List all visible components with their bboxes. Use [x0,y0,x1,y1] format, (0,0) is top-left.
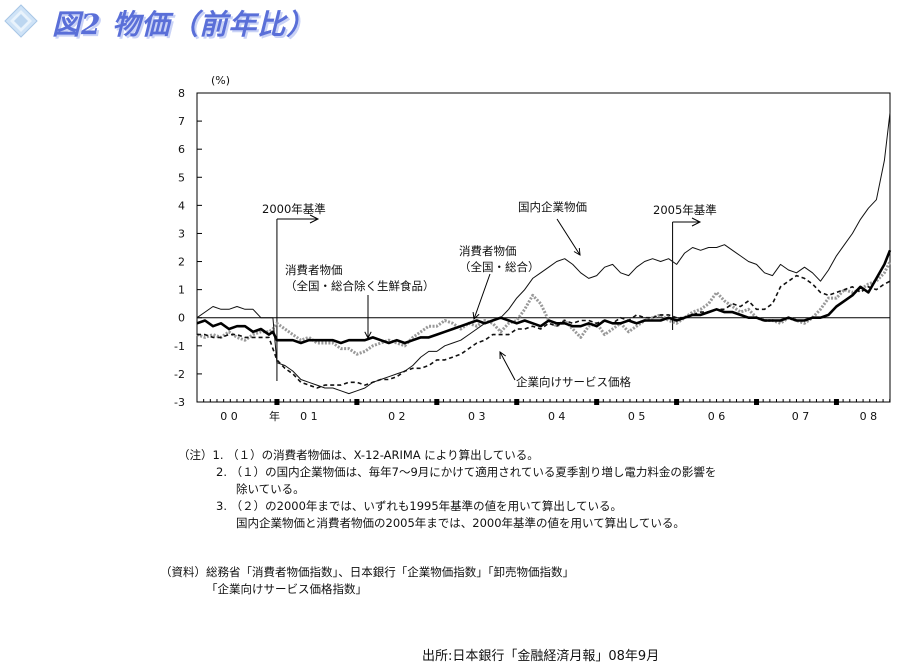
annotation-cpi-total-line1: 消費者物価 [459,244,517,258]
annotation-cpi-total-line2: （全国・総合） [459,260,540,274]
leader-cpi-total [473,273,491,320]
y-tick-label: 5 [178,171,185,184]
y-tick-label: 7 [178,115,185,128]
y-tick-label: 1 [178,284,185,297]
annotation-base-2000: 2000年基準 [262,202,326,216]
note-line-2: 2. （１）の国内企業物価は、毎年7～9月にかけて適用されている夏季割り増し電力… [216,465,717,479]
source-citation: 出所:日本銀行「金融経済月報」08年9月 [422,649,660,664]
note-line-4: 3. （２）の2000年までは、いずれも1995年基準の値を用いて算出している。 [216,499,622,513]
note-line-5: 国内企業物価と消費者物価の2005年までは、2000年基準の値を用いて算出してい… [236,516,685,530]
annotation-cpi-core-line1: 消費者物価 [285,263,343,277]
annotation-services: 企業向けサービス価格 [516,375,631,389]
y-tick-label: 2 [178,256,185,269]
series-line [196,260,892,356]
rebase-2000-arrowhead [309,214,320,224]
annotation-base-2005: 2005年基準 [653,203,717,217]
y-tick-label: 4 [178,199,185,212]
rebase-2005-arrowhead [691,217,702,227]
x-year-tick [754,399,760,405]
x-tick-label: 0 0 [220,410,238,423]
x-tick-label: 0 2 [388,410,406,423]
unit-label: (%) [211,74,230,87]
sources-line-1: （資料）総務省「消費者物価指数」、日本銀行「企業物価指数」「卸売物価指数」 [160,565,574,579]
leader-services-head [499,351,506,360]
leader-domestic-cgpi-head [573,247,581,256]
leader-cpi-core-head [364,331,372,340]
x-tick-label: 0 6 [708,410,726,423]
x-tick-label: 0 4 [548,410,566,423]
x-tick-label: 0 1 [300,410,318,423]
plot-frame [196,92,891,403]
x-tick-label: 0 3 [468,410,486,423]
x-year-tick [274,399,280,405]
series-line [196,112,891,395]
y-tick-label: 8 [178,87,185,100]
y-tick-label: -1 [174,340,185,353]
annotation-cpi-core-line2: （全国・総合除く生鮮食品） [285,279,435,293]
price-chart: 8 7 6 5 4 3 2 1 0 -1 -2 -3 (%) 0 0 年 0 1 0 2 0 3 0 4 0 5 0 6… [174,74,892,423]
x-year-tick [594,399,600,405]
x-tick-label: 年 [269,409,280,423]
y-tick-label: -2 [174,368,185,381]
note-line-3: 除いている。 [236,482,305,496]
diamond-icon [4,4,38,38]
x-year-tick [434,399,440,405]
x-tick-label: 0 7 [792,410,810,423]
leader-cpi-total-head [472,312,480,321]
y-tick-label: -3 [174,396,185,409]
x-tick-label: 0 8 [860,410,878,423]
series-line [196,249,892,345]
y-tick-label: 0 [178,312,185,325]
title-bar: 図2 物価（前年比） [0,0,920,44]
annotation-domestic-cgpi: 国内企業物価 [518,200,587,214]
note-line-1: （注）1. （１）の消費者物価は、X-12-ARIMA により算出している。 [178,448,539,462]
leader-domestic-cgpi [556,218,581,256]
leader-services [499,351,516,381]
x-year-tick [354,399,360,405]
sources-line-2: 「企業向けサービス価格指数」 [206,582,367,596]
x-tick-label: 0 5 [628,410,646,423]
x-year-tick [674,399,680,405]
x-year-tick [833,399,839,405]
y-tick-label: 6 [178,143,185,156]
page-title: 図2 物価（前年比） [52,8,316,41]
y-tick-label: 3 [178,227,185,240]
series-line [197,274,891,389]
x-year-tick [514,399,520,405]
